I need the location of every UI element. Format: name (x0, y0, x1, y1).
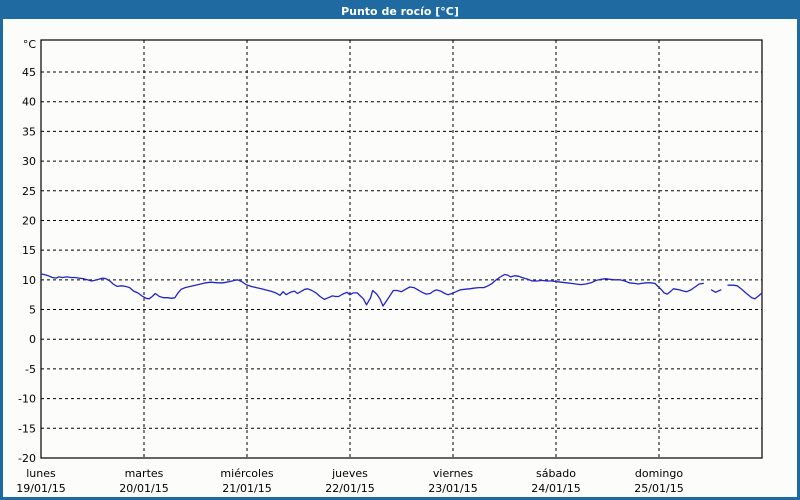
x-date-label: 22/01/15 (325, 482, 374, 495)
x-day-label: martes (125, 467, 164, 480)
plot-canvas: 45 40 35 30 25 20 15 10 5 0 -5 -10 -15 -20 °C lunes 19/0… (3, 19, 797, 497)
x-date-label: 24/01/15 (531, 482, 580, 495)
y-tick-label: -10 (18, 393, 36, 406)
x-date-label: 21/01/15 (222, 482, 271, 495)
y-tick-label: 0 (29, 333, 36, 346)
title-bar: Punto de rocío [°C] (3, 3, 797, 19)
x-date-label: 23/01/15 (428, 482, 477, 495)
plot-border (40, 39, 763, 459)
y-tick-label: 25 (22, 185, 36, 198)
x-date-label: 19/01/15 (16, 482, 65, 495)
x-day-label: lunes (26, 467, 56, 480)
x-day-label: jueves (331, 467, 368, 480)
y-tick-label: 5 (29, 304, 36, 317)
x-day-label: miércoles (220, 467, 273, 480)
dew-point-line (40, 273, 763, 307)
y-tick-label: -20 (18, 452, 36, 465)
y-tick-label: 20 (22, 214, 36, 227)
x-date-label: 25/01/15 (634, 482, 683, 495)
x-day-label: viernes (433, 467, 473, 480)
y-tick-label: 40 (22, 96, 36, 109)
chart-title: Punto de rocío [°C] (341, 4, 459, 18)
y-unit-label: °C (23, 38, 37, 51)
y-tick-label: 10 (22, 274, 36, 287)
y-tick-label: 15 (22, 244, 36, 257)
y-tick-label: 45 (22, 66, 36, 79)
x-day-label: sábado (536, 467, 576, 480)
y-tick-label: -5 (25, 363, 36, 376)
y-tick-label: 35 (22, 125, 36, 138)
x-day-label: domingo (635, 467, 683, 480)
x-date-label: 20/01/15 (119, 482, 168, 495)
y-tick-label: 30 (22, 155, 36, 168)
chart-svg: 45 40 35 30 25 20 15 10 5 0 -5 -10 -15 -20 °C lunes 19/0… (16, 38, 763, 495)
y-tick-label: -15 (18, 422, 36, 435)
